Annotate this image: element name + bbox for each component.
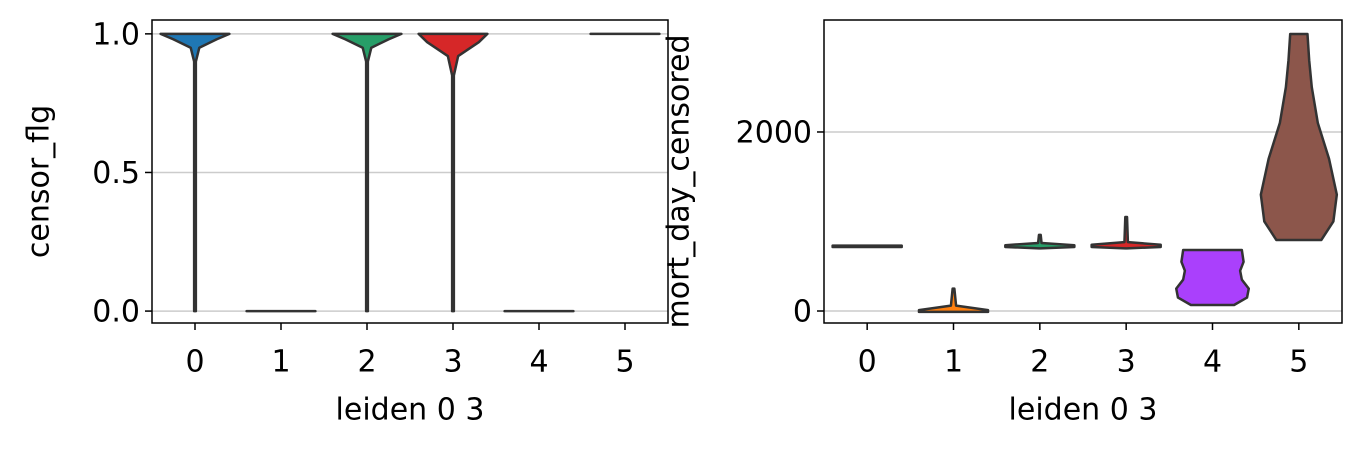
- x-tick-label: 2: [357, 345, 376, 380]
- y-tick-label: 0.5: [92, 156, 140, 191]
- y-tick-label: 0.0: [92, 295, 140, 330]
- x-tick-label: 4: [1203, 345, 1222, 380]
- violin: [831, 244, 903, 249]
- y-tick-label: 1.0: [92, 17, 140, 52]
- x-tick-label: 3: [443, 345, 462, 380]
- violin: [159, 32, 231, 313]
- x-tick-label: 5: [1289, 345, 1308, 380]
- y-tick-label: 0: [793, 295, 812, 330]
- x-tick-label: 1: [271, 345, 290, 380]
- y-axis-label: mort_day_censored: [662, 35, 697, 329]
- x-tick-label: 4: [529, 345, 548, 380]
- x-tick-label: 0: [858, 345, 877, 380]
- x-axis-label: leiden 0 3: [336, 393, 485, 428]
- violin: [417, 32, 489, 313]
- x-tick-label: 1: [944, 345, 963, 380]
- axes-frame: [823, 19, 1343, 324]
- violin: [917, 287, 990, 314]
- violin: [331, 32, 403, 313]
- axes-frame: [151, 19, 669, 324]
- x-tick-label: 3: [1117, 345, 1136, 380]
- violin: [1174, 248, 1251, 307]
- violin: [1004, 233, 1076, 250]
- x-tick-label: 5: [615, 345, 634, 380]
- y-tick-label: 2000: [736, 115, 812, 150]
- violin: [1090, 215, 1162, 250]
- x-tick-label: 0: [185, 345, 204, 380]
- x-axis-label: leiden 0 3: [1009, 393, 1158, 428]
- violin: [1259, 32, 1339, 242]
- y-axis-label: censor_flg: [22, 105, 57, 258]
- x-tick-label: 2: [1030, 345, 1049, 380]
